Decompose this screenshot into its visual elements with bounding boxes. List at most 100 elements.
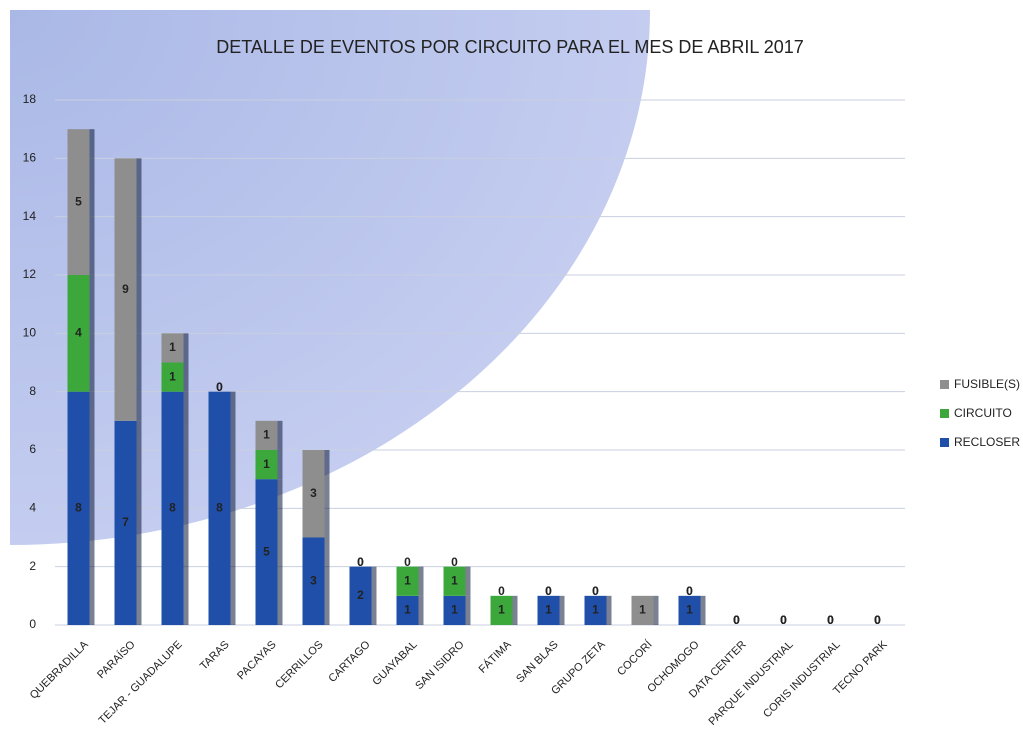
chart-title: DETALLE DE EVENTOS POR CIRCUITO PARA EL …	[216, 37, 804, 57]
data-label: 0	[545, 584, 552, 598]
data-label: 0	[357, 555, 364, 569]
data-label: 1	[686, 603, 693, 617]
x-tick-label: PACAYAS	[235, 639, 279, 683]
bar-side	[89, 391, 95, 625]
data-label: 5	[75, 194, 82, 208]
data-label: 0	[357, 555, 364, 569]
bar-segment	[114, 158, 137, 421]
x-tick-label: PARAÍSO	[94, 638, 138, 682]
bar-side	[418, 595, 424, 625]
legend-label: FUSIBLE(S)	[954, 377, 1020, 391]
x-tick-label: SAN BLAS	[514, 639, 561, 686]
data-label: 0	[733, 613, 740, 627]
x-tick-label: FÁTIMA	[476, 638, 514, 676]
bar-side	[230, 391, 236, 625]
bar-side	[136, 420, 142, 625]
data-label: 0	[545, 584, 552, 598]
bar-segment	[255, 450, 278, 480]
x-tick-label: PARQUE INDUSTRIAL	[707, 639, 796, 728]
data-label: 1	[169, 340, 176, 354]
bar-segment	[161, 391, 184, 625]
data-label: 7	[122, 515, 129, 529]
bar-side	[371, 566, 377, 625]
data-label: 9	[122, 282, 129, 296]
data-label: 1	[639, 603, 646, 617]
bar-segment	[255, 420, 278, 450]
bar-side	[136, 158, 142, 421]
bar-side	[324, 450, 330, 538]
data-label: 0	[874, 613, 881, 627]
background-shape	[10, 10, 650, 545]
bar-side	[559, 595, 565, 625]
x-tick-label: CARTAGO	[326, 638, 373, 685]
data-label: 0	[874, 613, 881, 627]
bar-side	[183, 333, 189, 363]
x-tick-label: CERRILLOS	[273, 639, 326, 692]
x-tick-label: COCORÍ	[614, 637, 655, 678]
bar-side	[277, 479, 283, 625]
y-tick-label: 8	[29, 384, 36, 398]
data-label: 0	[451, 555, 458, 569]
data-label: 0	[216, 380, 223, 394]
bar-segment	[537, 595, 560, 625]
data-label: 1	[498, 603, 505, 617]
bar-segment	[208, 391, 231, 625]
data-label: 1	[263, 457, 270, 471]
data-label: 8	[169, 501, 176, 515]
data-label: 4	[75, 326, 82, 340]
data-label: 1	[404, 573, 411, 587]
data-label: 8	[75, 501, 82, 515]
y-tick-label: 4	[29, 501, 36, 515]
data-label: 0	[827, 613, 834, 627]
bar-segment	[349, 566, 372, 625]
bar-segment	[255, 479, 278, 625]
data-label: 0	[827, 613, 834, 627]
data-label: 0	[592, 584, 599, 598]
y-tick-label: 10	[23, 326, 37, 340]
bar-side	[89, 275, 95, 392]
bar-segment	[678, 595, 701, 625]
legend-label: RECLOSER	[954, 435, 1020, 449]
data-label: 0	[404, 555, 411, 569]
bar-segment	[67, 275, 90, 392]
bar-segment	[161, 362, 184, 392]
data-label: 0	[780, 613, 787, 627]
y-tick-label: 0	[29, 617, 36, 631]
bar-segment	[584, 595, 607, 625]
bar-side	[277, 450, 283, 480]
data-label: 0	[780, 613, 787, 627]
y-tick-label: 18	[23, 92, 37, 106]
data-label: 0	[686, 584, 693, 598]
bar-side	[465, 595, 471, 625]
x-tick-label: TARAS	[198, 639, 232, 673]
bar-segment	[443, 595, 466, 625]
bar-segment	[396, 566, 419, 596]
data-label: 0	[216, 380, 223, 394]
data-label: 0	[733, 613, 740, 627]
bar-segment	[631, 595, 654, 625]
legend-swatch	[940, 438, 949, 447]
y-tick-label: 6	[29, 442, 36, 456]
data-label: 0	[592, 584, 599, 598]
x-tick-label: SAN ISIDRO	[413, 638, 467, 692]
bar-segment	[302, 450, 325, 538]
data-label: 2	[357, 588, 364, 602]
data-label: 8	[216, 501, 223, 515]
bar-segment	[396, 595, 419, 625]
bar-side	[277, 420, 283, 450]
bar-segment	[443, 566, 466, 596]
bar-segment	[490, 595, 513, 625]
y-tick-label: 12	[23, 267, 37, 281]
data-label: 3	[310, 573, 317, 587]
y-tick-label: 16	[23, 151, 37, 165]
legend-swatch	[940, 380, 949, 389]
bar-side	[89, 129, 95, 275]
bar-side	[418, 566, 424, 596]
bar-side	[653, 595, 659, 625]
bar-segment	[114, 420, 137, 625]
bar-segment	[67, 129, 90, 275]
data-label: 5	[263, 544, 270, 558]
data-label: 3	[310, 486, 317, 500]
x-tick-label: GUAYABAL	[370, 639, 419, 688]
